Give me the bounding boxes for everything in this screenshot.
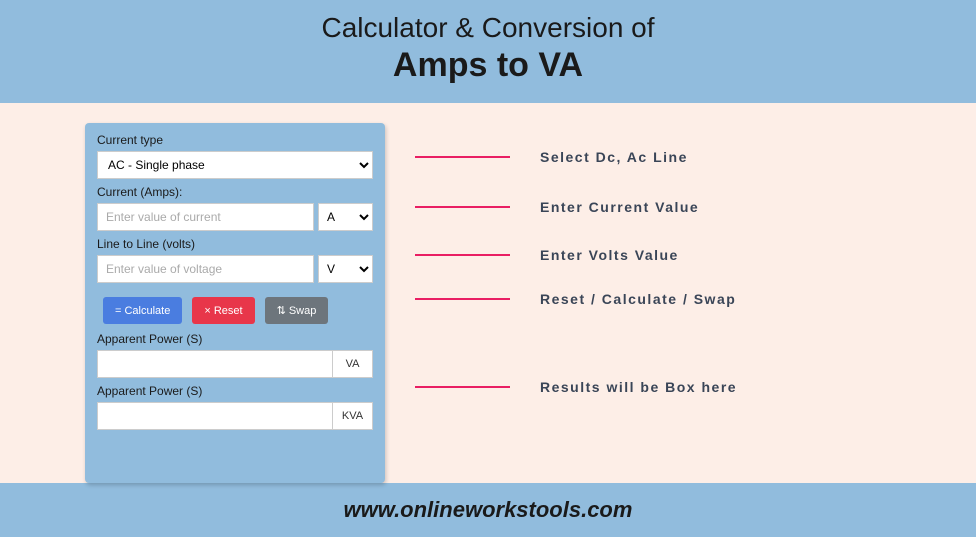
calculate-button[interactable]: = Calculate <box>103 297 182 324</box>
annotation-2-text: Enter Current Value <box>540 199 699 215</box>
current-row: A <box>97 203 373 231</box>
arrow-icon <box>415 156 510 158</box>
voltage-unit-select[interactable]: V <box>318 255 373 283</box>
annotation-1: Select Dc, Ac Line <box>415 149 688 165</box>
reset-button[interactable]: × Reset <box>192 297 254 324</box>
arrow-icon <box>415 298 510 300</box>
output2-row: KVA <box>97 402 373 430</box>
output1-unit: VA <box>333 350 373 378</box>
current-unit-select[interactable]: A <box>318 203 373 231</box>
annotations-area: Select Dc, Ac Line Enter Current Value E… <box>385 123 976 483</box>
annotation-5-text: Results will be Box here <box>540 379 737 395</box>
arrow-icon <box>415 386 510 388</box>
output2-label: Apparent Power (S) <box>97 384 373 398</box>
header-subtitle: Calculator & Conversion of <box>0 12 976 44</box>
voltage-row: V <box>97 255 373 283</box>
header-title: Amps to VA <box>0 46 976 85</box>
button-row: = Calculate × Reset ⇅ Swap <box>97 297 373 324</box>
annotation-4: Reset / Calculate / Swap <box>415 291 736 307</box>
output1-input[interactable] <box>97 350 333 378</box>
annotation-3: Enter Volts Value <box>415 247 679 263</box>
output2-unit: KVA <box>333 402 373 430</box>
arrow-icon <box>415 206 510 208</box>
annotation-5: Results will be Box here <box>415 379 737 395</box>
main-area: Current type AC - Single phase Current (… <box>0 103 976 483</box>
current-label: Current (Amps): <box>97 185 373 199</box>
output1-row: VA <box>97 350 373 378</box>
header-band: Calculator & Conversion of Amps to VA <box>0 0 976 103</box>
voltage-label: Line to Line (volts) <box>97 237 373 251</box>
calculator-panel: Current type AC - Single phase Current (… <box>85 123 385 483</box>
output1-label: Apparent Power (S) <box>97 332 373 346</box>
current-type-select[interactable]: AC - Single phase <box>97 151 373 179</box>
swap-button[interactable]: ⇅ Swap <box>265 297 329 324</box>
voltage-input[interactable] <box>97 255 314 283</box>
current-input[interactable] <box>97 203 314 231</box>
footer-band: www.onlineworkstools.com <box>0 483 976 537</box>
arrow-icon <box>415 254 510 256</box>
annotation-3-text: Enter Volts Value <box>540 247 679 263</box>
annotation-1-text: Select Dc, Ac Line <box>540 149 688 165</box>
annotation-4-text: Reset / Calculate / Swap <box>540 291 736 307</box>
annotation-2: Enter Current Value <box>415 199 699 215</box>
current-type-label: Current type <box>97 133 373 147</box>
footer-url: www.onlineworkstools.com <box>0 497 976 523</box>
output2-input[interactable] <box>97 402 333 430</box>
